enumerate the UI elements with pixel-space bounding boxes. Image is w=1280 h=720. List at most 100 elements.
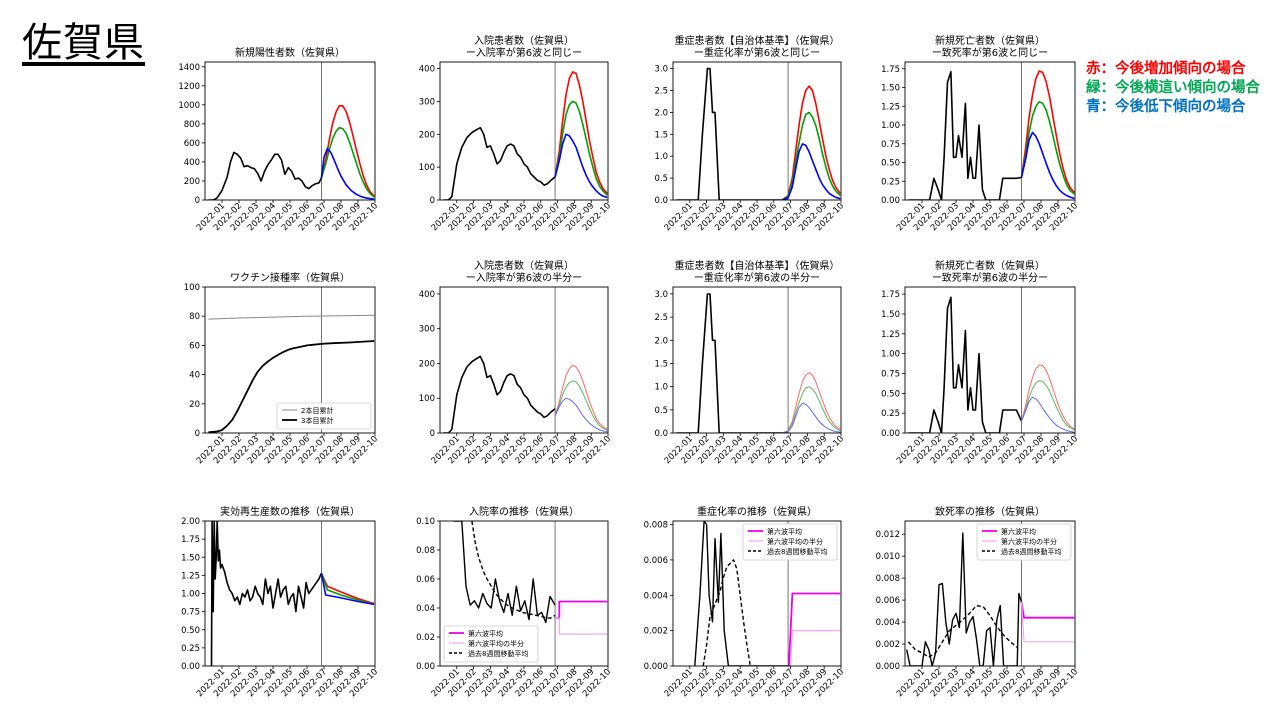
y-tick-label: 1.75 [881, 290, 900, 300]
chart-panel-1: 新規陽性者数（佐賀県）02004006008001000120014002022… [178, 46, 380, 233]
plot-frame [904, 520, 1076, 667]
y-tick-label: 2.0 [654, 336, 668, 346]
series-line-1 [676, 67, 789, 200]
series-line-2 [208, 340, 375, 433]
series-line-4 [781, 143, 841, 200]
series-line-2 [554, 364, 608, 430]
y-tick-label: 40 [189, 371, 200, 381]
series-line-4 [320, 147, 375, 200]
series-line-4 [782, 402, 841, 433]
y-tick-label: 1.0 [654, 383, 668, 393]
series-line-3 [782, 386, 841, 433]
series-line-3 [781, 111, 841, 200]
y-tick-label: 0.50 [181, 626, 200, 636]
chart-title: ー入院率が第6波の半分ー [466, 271, 582, 284]
series-line-1 [908, 71, 1022, 200]
chart-panel-2: 入院患者数（佐賀県）ー入院率が第6波と同じー01002003004002022-… [419, 34, 613, 233]
series-line-2 [781, 85, 841, 200]
chart-panel-6: 入院患者数（佐賀県）ー入院率が第6波の半分ー01002003004002022-… [419, 259, 613, 466]
chart-title: 新規陽性者数（佐賀県） [235, 46, 345, 59]
legend-label: 過去8週間移動平均 [1001, 547, 1061, 556]
y-tick-label: 0.50 [881, 159, 900, 169]
y-tick-label: 300 [419, 97, 435, 107]
y-tick-label: 0 [430, 429, 435, 439]
y-tick-label: 1.50 [881, 310, 900, 320]
series-line-2 [554, 71, 608, 194]
y-tick-label: 0.004 [644, 591, 668, 601]
chart-title: ー重症化率が第6波と同じー [694, 46, 820, 59]
y-tick-label: 0.00 [881, 429, 900, 439]
scenario-red-text: 赤：今後増加傾向の場合 [1086, 61, 1246, 77]
series-line-4 [555, 617, 608, 635]
y-tick-label: 1400 [178, 63, 200, 73]
y-tick-label: 0.000 [876, 662, 900, 672]
y-tick-label: 0.5 [654, 406, 668, 416]
y-tick-label: 400 [184, 158, 200, 168]
y-tick-label: 1.25 [881, 102, 900, 112]
chart-panel-10: 入院率の推移（佐賀県）0.000.020.040.060.080.102022-… [416, 505, 613, 699]
plot-frame [439, 61, 609, 201]
series-line-1 [443, 355, 556, 433]
y-tick-label: 0.02 [416, 633, 435, 643]
series-line-1 [694, 521, 789, 666]
y-tick-label: 0.75 [881, 369, 900, 379]
y-tick-label: 0.006 [644, 556, 668, 566]
series-line-4 [790, 629, 841, 666]
y-tick-label: 0.004 [876, 618, 900, 628]
y-tick-label: 3.0 [654, 290, 668, 300]
y-tick-label: 0.04 [416, 604, 435, 614]
y-tick-label: 80 [189, 312, 200, 322]
series-line-1 [443, 126, 556, 200]
scenario-green-text: 緑：今後横這い傾向の場合 [1086, 80, 1260, 96]
legend-label: 第六波平均の半分 [1001, 537, 1057, 546]
y-tick-label: 800 [184, 120, 200, 130]
y-tick-label: 1200 [178, 82, 200, 92]
y-tick-label: 0.25 [881, 177, 900, 187]
y-tick-label: 60 [189, 341, 200, 351]
series-line-4 [1021, 396, 1075, 433]
y-tick-label: 1.75 [881, 65, 900, 75]
y-tick-label: 0.00 [181, 662, 200, 672]
y-tick-label: 400 [419, 290, 435, 300]
y-tick-label: 1.50 [181, 553, 200, 563]
plot-frame [672, 61, 842, 201]
chart-title: 重症化率の推移（佐賀県） [697, 505, 817, 518]
y-tick-label: 0.06 [416, 575, 435, 585]
y-tick-label: 0.006 [876, 596, 900, 606]
plot-frame [204, 61, 376, 201]
series-line-3 [554, 100, 608, 196]
plot-frame [904, 61, 1076, 201]
y-tick-label: 0.012 [876, 530, 900, 540]
y-tick-label: 300 [419, 325, 435, 335]
plot-frame [672, 520, 842, 667]
legend-label: 過去8週間移動平均 [468, 649, 528, 658]
y-tick-label: 200 [419, 359, 435, 369]
chart-title: 新規死亡者数（佐賀県） [935, 34, 1045, 47]
y-tick-label: 0.002 [644, 627, 668, 637]
legend-label: 2本目累計 [301, 406, 333, 415]
chart-title: 入院患者数（佐賀県） [474, 34, 574, 47]
chart-title: ー入院率が第6波と同じー [466, 46, 582, 59]
y-tick-label: 0.008 [644, 521, 668, 531]
y-tick-label: 1.00 [881, 121, 900, 131]
series-line-3 [788, 592, 841, 666]
y-tick-label: 0.008 [876, 574, 900, 584]
series-line-1 [676, 293, 789, 433]
y-tick-label: 100 [184, 283, 200, 293]
page-title: 佐賀県 [22, 20, 145, 66]
chart-title: 重症患者数【自治体基準】（佐賀県） [675, 259, 840, 272]
y-tick-label: 1.5 [654, 359, 668, 369]
chart-panel-4: 新規死亡者数（佐賀県）ー致死率が第6波と同じー 0.00 0.25 0.50 0.75 1… [881, 34, 1080, 233]
plot-frame [204, 520, 376, 667]
chart-panel-11: 重症化率の推移（佐賀県）0.0000.0020.0040.0060.008202… [644, 505, 846, 699]
series-line-1 [908, 296, 1023, 433]
series-line-2 [320, 572, 375, 605]
chart-panel-3: 重症患者数【自治体基準】（佐賀県）ー重症化率が第6波と同じー 0.0 0.5 1.0 1… [654, 34, 846, 233]
legend-label: 3本目累計 [301, 416, 333, 425]
y-tick-label: 1.75 [181, 535, 200, 545]
y-tick-label: 400 [419, 65, 435, 75]
y-tick-label: 0.00 [881, 196, 900, 206]
